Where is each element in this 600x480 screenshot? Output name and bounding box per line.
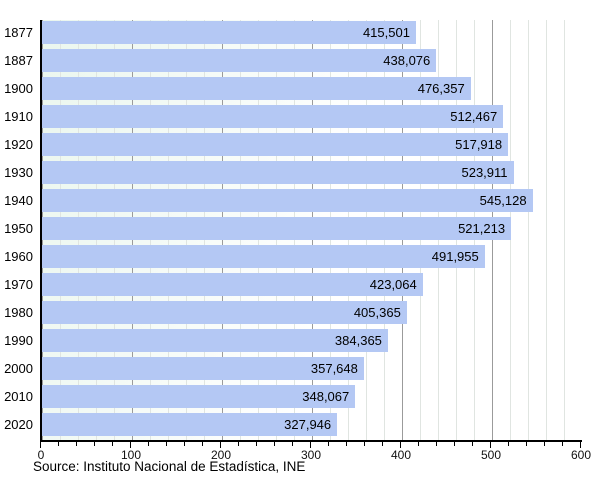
- source-caption: Source: Instituto Nacional de Estadístic…: [33, 459, 306, 474]
- bar-row: 523,911: [42, 160, 582, 188]
- bar-row: 517,918: [42, 132, 582, 160]
- bar-value-label: 476,357: [417, 81, 465, 96]
- year-label: 1887: [4, 53, 33, 68]
- bar-row: 405,365: [42, 300, 582, 328]
- x-axis-major-ticks: [40, 442, 581, 448]
- year-label: 1990: [4, 333, 33, 348]
- year-label: 1940: [4, 193, 33, 208]
- year-label: 1960: [4, 249, 33, 264]
- bar-value-label: 384,365: [334, 333, 382, 348]
- year-label: 1910: [4, 109, 33, 124]
- bar-row: 476,357: [42, 76, 582, 104]
- bar: 327,946: [42, 413, 338, 436]
- bar-row: 423,064: [42, 272, 582, 300]
- bar: 545,128: [42, 189, 533, 212]
- bar-value-label: 523,911: [461, 165, 508, 180]
- x-tick-label: 400: [390, 448, 412, 462]
- bar: 523,911: [42, 161, 514, 184]
- year-label: 1877: [4, 25, 33, 40]
- year-label: 1900: [4, 81, 33, 96]
- bar: 423,064: [42, 273, 423, 296]
- bar: 476,357: [42, 77, 471, 100]
- year-label: 1930: [4, 165, 33, 180]
- bar-value-label: 415,501: [362, 25, 410, 40]
- x-axis-tick-labels: 0 100 200 300 400 500 600: [0, 448, 600, 462]
- bar-row: 438,076: [42, 48, 582, 76]
- bar-value-label: 423,064: [369, 277, 417, 292]
- y-axis-labels: 1877 1887 1900 1910 1920 1930 1940 1950 1960 1970…: [0, 20, 35, 440]
- bar-value-label: 327,946: [284, 417, 332, 432]
- bar: 405,365: [42, 301, 407, 324]
- bar-row: 348,067: [42, 384, 582, 412]
- x-tick-label: 300: [300, 448, 322, 462]
- year-label: 2020: [4, 417, 33, 432]
- bar-row: 384,365: [42, 328, 582, 356]
- year-label: 2010: [4, 389, 33, 404]
- bar-value-label: 517,918: [455, 137, 503, 152]
- plot-area: 415,501 438,076 476,357 512,467 517,918 523,9…: [40, 20, 582, 442]
- bar: 415,501: [42, 21, 416, 44]
- x-tick-label: 600: [570, 448, 592, 462]
- x-tick-label: 200: [210, 448, 232, 462]
- bar: 384,365: [42, 329, 388, 352]
- bar-row: 327,946: [42, 412, 582, 440]
- bar-value-label: 348,067: [302, 389, 350, 404]
- bar: 357,648: [42, 357, 364, 380]
- bar: 517,918: [42, 133, 509, 156]
- bar-row: 545,128: [42, 188, 582, 216]
- bar-value-label: 512,467: [450, 109, 498, 124]
- bar-value-label: 405,365: [353, 305, 401, 320]
- bar: 521,213: [42, 217, 512, 240]
- bar-value-label: 491,955: [431, 249, 479, 264]
- bar-row: 521,213: [42, 216, 582, 244]
- bar-value-label: 357,648: [310, 361, 358, 376]
- x-tick-label: 0: [37, 448, 45, 462]
- x-tick-label: 100: [120, 448, 142, 462]
- year-label: 1970: [4, 277, 33, 292]
- year-label: 1980: [4, 305, 33, 320]
- bar-value-label: 545,128: [479, 193, 527, 208]
- x-tick-label: 500: [480, 448, 502, 462]
- bar-value-label: 521,213: [458, 221, 506, 236]
- year-label: 2000: [4, 361, 33, 376]
- bar: 512,467: [42, 105, 504, 128]
- bar-row: 491,955: [42, 244, 582, 272]
- bar-row: 415,501: [42, 20, 582, 48]
- year-label: 1920: [4, 137, 33, 152]
- bar-value-label: 438,076: [383, 53, 431, 68]
- bar-row: 512,467: [42, 104, 582, 132]
- bar: 438,076: [42, 49, 437, 72]
- bar: 348,067: [42, 385, 356, 408]
- bar-row: 357,648: [42, 356, 582, 384]
- bar: 491,955: [42, 245, 485, 268]
- year-label: 1950: [4, 221, 33, 236]
